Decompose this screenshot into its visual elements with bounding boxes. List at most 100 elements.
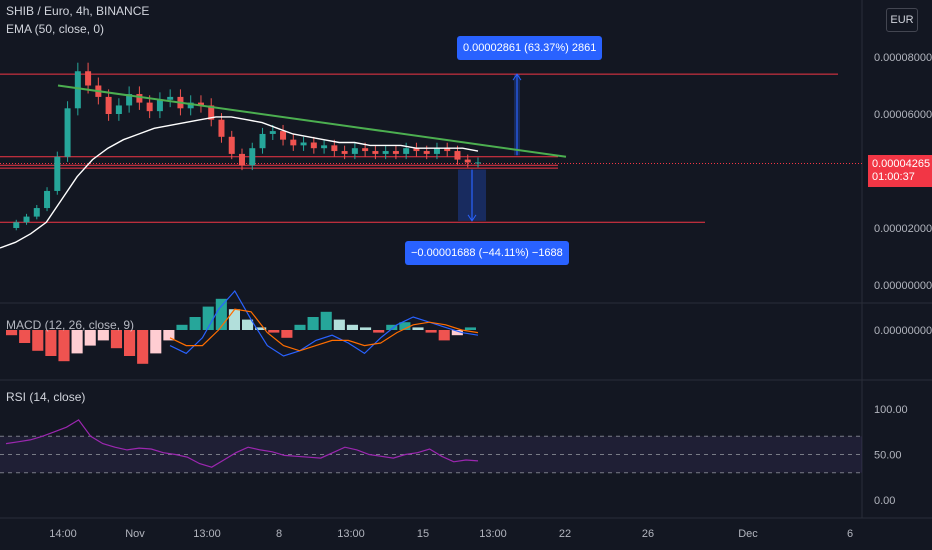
macd-histogram-bar: [124, 330, 136, 356]
candle-body: [44, 190, 51, 209]
candle-body: [290, 139, 297, 146]
macd-histogram-bar: [294, 324, 306, 330]
rsi-band: [0, 436, 862, 473]
candle-body: [444, 148, 451, 152]
candle-body: [321, 145, 328, 149]
candle-body: [382, 151, 389, 154]
candle-body: [310, 142, 317, 149]
candle-body: [239, 153, 245, 166]
descending-trendline: [57, 84, 567, 158]
x-tick-label: 14:00: [49, 528, 77, 540]
macd-histogram-bar: [163, 330, 175, 341]
candle-body: [372, 151, 379, 154]
macd-histogram-bar: [425, 330, 437, 333]
macd-histogram-bar: [451, 330, 463, 336]
macd-histogram-bar: [150, 330, 162, 354]
down-arrow-head: [467, 214, 477, 222]
candle-body: [218, 119, 225, 137]
macd-histogram-bar: [189, 317, 201, 330]
signal-line: [169, 308, 479, 352]
x-tick-label: Dec: [738, 528, 758, 540]
candle-body: [351, 148, 358, 154]
ema-line: [0, 116, 479, 249]
macd-line: [169, 289, 479, 357]
candle-body: [341, 151, 348, 154]
macd-histogram-bar: [228, 309, 240, 330]
macd-histogram-bar: [438, 330, 450, 341]
candle-body: [228, 136, 235, 154]
x-tick-label: 26: [642, 528, 654, 540]
candle-body: [33, 208, 40, 217]
macd-histogram-bar: [19, 330, 31, 343]
x-tick-label: 22: [559, 528, 571, 540]
candle-body: [280, 131, 287, 140]
rsi-y-tick-label: 50.00: [874, 450, 902, 462]
y-tick-label: 0.00000000: [874, 280, 932, 292]
macd-histogram-bar: [268, 330, 280, 333]
candle-body: [136, 94, 143, 103]
candle-body: [54, 156, 61, 191]
down-measure-label: −0.00001688 (−44.11%) −1688: [405, 241, 569, 265]
candle-body: [413, 148, 420, 152]
macd-histogram-bar: [360, 327, 372, 330]
macd-histogram-bar: [399, 322, 411, 330]
x-tick-label: 13:00: [193, 528, 221, 540]
candle-body: [362, 148, 369, 152]
candle-body: [269, 131, 276, 134]
candle-body: [464, 159, 471, 163]
macd-histogram-bar: [320, 311, 332, 330]
candle-body: [423, 151, 430, 154]
candle-body: [115, 105, 122, 114]
macd-histogram-bar: [32, 330, 44, 351]
y-tick-label: 0.00006000: [874, 109, 932, 121]
macd-histogram-bar: [464, 327, 476, 330]
macd-histogram-bar: [242, 319, 254, 330]
candle-body: [300, 142, 307, 146]
macd-histogram-bar: [58, 330, 70, 362]
macd-histogram-bar: [176, 324, 188, 330]
candle-body: [331, 145, 338, 152]
macd-histogram-bar: [386, 324, 398, 330]
candle-body: [454, 151, 461, 160]
candle-body: [197, 102, 204, 106]
symbol-legend: SHIB / Euro, 4h, BINANCE: [6, 4, 150, 18]
bar-countdown: 01:00:37: [872, 171, 915, 183]
macd-histogram-bar: [71, 330, 83, 354]
y-tick-label: 0.00002000: [874, 223, 932, 235]
rsi-y-tick-label: 0.00: [874, 495, 895, 507]
candle-body: [74, 71, 81, 109]
candle-body: [126, 94, 133, 106]
candle-body: [156, 99, 163, 112]
macd-histogram-bar: [84, 330, 96, 346]
candle-body: [85, 71, 92, 86]
macd-histogram-bar: [346, 324, 358, 330]
candle-body: [433, 148, 440, 154]
rsi-y-tick-label: 100.00: [874, 404, 908, 416]
candle-body: [146, 102, 153, 112]
x-tick-label: 6: [847, 528, 853, 540]
macd-histogram-bar: [281, 330, 293, 338]
macd-histogram-bar: [202, 306, 214, 330]
candle-body: [249, 148, 256, 166]
candle-body: [187, 102, 194, 109]
last-price-value: 0.00004265: [872, 158, 931, 170]
rsi-line: [5, 419, 479, 468]
macd-histogram-bar: [6, 330, 18, 336]
macd-histogram-bar: [255, 327, 267, 330]
candle-body: [13, 222, 20, 228]
candle-body: [64, 108, 71, 157]
x-tick-label: 15: [417, 528, 429, 540]
up-arrow-head: [512, 73, 522, 81]
macd-histogram-bar: [333, 319, 345, 330]
candle-body: [167, 96, 174, 100]
ema-legend: EMA (50, close, 0): [6, 22, 105, 36]
macd-histogram-bar: [412, 327, 424, 330]
x-tick-label: 13:00: [337, 528, 365, 540]
x-tick-label: 13:00: [479, 528, 507, 540]
macd-y-tick-label: 0.00000000: [874, 325, 932, 337]
currency-button[interactable]: EUR: [886, 8, 918, 32]
macd-histogram-bar: [307, 317, 319, 330]
macd-histogram-bar: [45, 330, 57, 356]
last-price-tag: 0.00004265 01:00:37: [868, 155, 932, 187]
